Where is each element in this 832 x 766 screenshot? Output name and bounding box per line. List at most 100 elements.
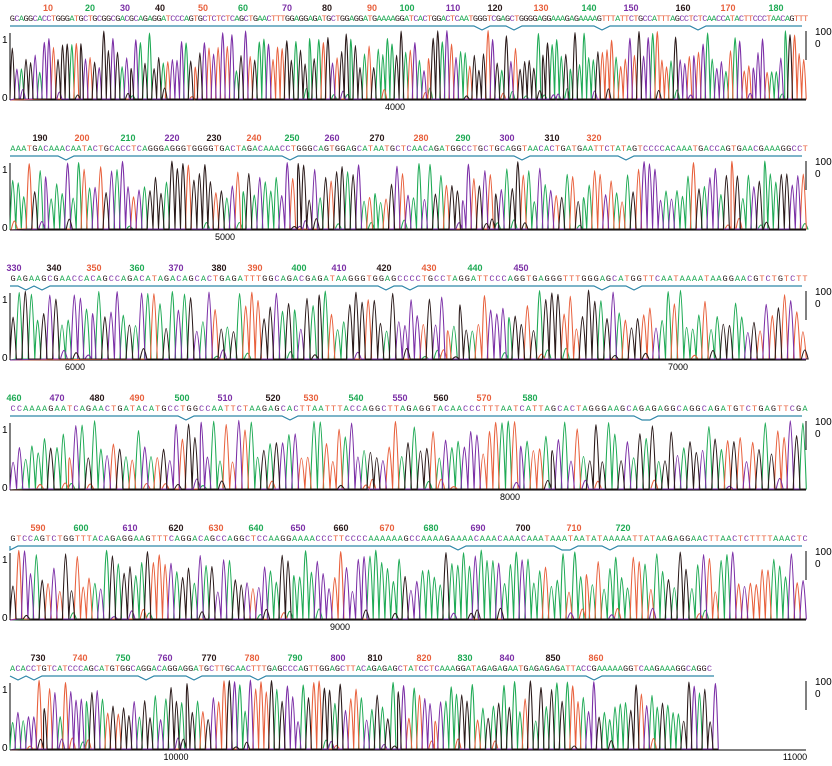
base-call: T xyxy=(522,144,527,154)
position-label: 300 xyxy=(499,133,514,143)
base-call: A xyxy=(609,534,615,544)
base-call: A xyxy=(615,14,621,24)
base-call: G xyxy=(175,144,180,154)
position-label: 500 xyxy=(174,393,189,403)
base-call: A xyxy=(121,274,127,284)
base-call: C xyxy=(357,144,362,154)
base-call: A xyxy=(592,14,598,24)
base-call: T xyxy=(243,404,248,414)
base-call: C xyxy=(179,14,184,24)
base-call: A xyxy=(441,14,447,24)
base-call: G xyxy=(210,534,215,544)
base-call: C xyxy=(331,14,336,24)
base-call: C xyxy=(174,404,179,414)
base-call: G xyxy=(262,404,267,414)
base-call: A xyxy=(450,664,456,674)
position-label: 670 xyxy=(379,523,394,533)
base-call: T xyxy=(750,534,755,544)
base-call: G xyxy=(574,14,579,24)
base-call: C xyxy=(143,404,148,414)
base-call: G xyxy=(778,274,783,284)
base-call: A xyxy=(57,664,63,674)
base-call: T xyxy=(216,14,221,24)
base-call: G xyxy=(495,144,500,154)
base-call: G xyxy=(32,144,37,154)
position-label: 380 xyxy=(211,263,226,273)
base-call: A xyxy=(476,664,482,674)
base-call: G xyxy=(319,664,324,674)
base-call: C xyxy=(90,274,95,284)
base-call: G xyxy=(145,534,150,544)
base-call: T xyxy=(231,404,236,414)
base-call: G xyxy=(577,144,582,154)
base-call: C xyxy=(463,404,468,414)
base-call: T xyxy=(571,664,576,674)
base-call: A xyxy=(21,664,27,674)
trace-A xyxy=(9,160,809,230)
position-label: 530 xyxy=(303,393,318,403)
base-call: C xyxy=(33,14,38,24)
base-call: T xyxy=(633,14,638,24)
base-call: G xyxy=(48,404,53,414)
base-call: G xyxy=(450,144,455,154)
base-call: A xyxy=(60,144,66,154)
base-call: C xyxy=(111,14,116,24)
base-call: C xyxy=(17,404,22,414)
base-call: G xyxy=(10,14,15,24)
base-call: G xyxy=(63,534,68,544)
base-call: T xyxy=(251,534,256,544)
base-call: T xyxy=(483,274,488,284)
base-call: A xyxy=(660,664,666,674)
base-call: A xyxy=(439,144,445,154)
base-call: T xyxy=(427,14,432,24)
base-call: C xyxy=(677,404,682,414)
base-call: A xyxy=(539,664,545,674)
base-call: A xyxy=(529,664,535,674)
base-call: A xyxy=(527,534,533,544)
base-call: A xyxy=(779,534,785,544)
base-call: A xyxy=(298,664,304,674)
position-label: 680 xyxy=(423,523,438,533)
base-call: T xyxy=(471,664,476,674)
base-call: G xyxy=(395,14,400,24)
trace-T xyxy=(9,30,807,101)
base-call: A xyxy=(386,534,392,544)
base-call: G xyxy=(122,534,127,544)
base-call: G xyxy=(360,274,365,284)
base-call: T xyxy=(575,274,580,284)
base-call: C xyxy=(510,14,515,24)
right-axis-tick: 0 xyxy=(815,39,821,50)
base-call: G xyxy=(758,404,763,414)
base-call: G xyxy=(253,14,258,24)
base-call: T xyxy=(81,534,86,544)
position-label: 410 xyxy=(331,263,346,273)
base-call: A xyxy=(417,144,423,154)
base-call: C xyxy=(489,274,494,284)
base-call: T xyxy=(656,14,661,24)
base-call: A xyxy=(721,404,727,414)
base-call: A xyxy=(268,404,274,414)
base-call: T xyxy=(403,664,408,674)
base-call: C xyxy=(419,664,424,674)
trace-C xyxy=(9,160,806,231)
base-call: A xyxy=(368,534,374,544)
base-call: A xyxy=(439,534,445,544)
base-call: A xyxy=(687,144,693,154)
base-call: T xyxy=(482,404,487,414)
base-call: G xyxy=(445,534,450,544)
base-call: A xyxy=(697,534,703,544)
base-call: A xyxy=(93,534,99,544)
base-call: A xyxy=(450,534,456,544)
base-call: T xyxy=(624,14,629,24)
base-call: T xyxy=(157,534,162,544)
base-call: A xyxy=(294,14,300,24)
base-call: A xyxy=(428,144,434,154)
base-call: G xyxy=(581,274,586,284)
base-call: C xyxy=(639,664,644,674)
base-call: T xyxy=(225,14,230,24)
base-call: A xyxy=(139,534,145,544)
base-call: G xyxy=(198,14,203,24)
